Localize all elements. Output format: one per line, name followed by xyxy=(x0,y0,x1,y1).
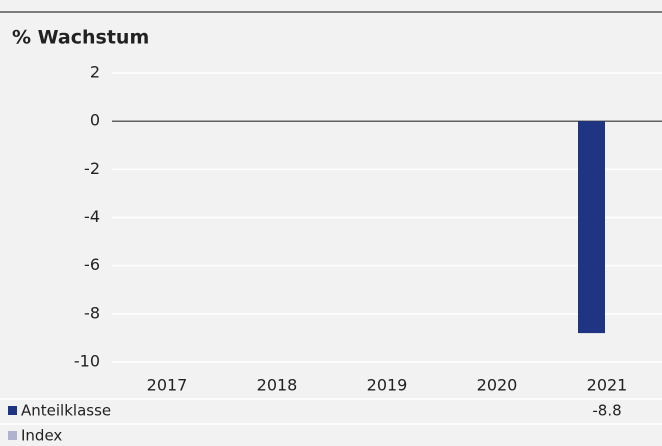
y-tick-label: -10 xyxy=(74,352,100,371)
x-tick-label: 2020 xyxy=(477,376,518,395)
bar xyxy=(578,121,605,334)
chart-title: % Wachstum xyxy=(12,27,149,49)
x-tick-label: 2021 xyxy=(587,376,628,395)
y-tick-label: 2 xyxy=(90,63,100,82)
y-tick-label: -6 xyxy=(84,255,100,274)
y-tick-label: -4 xyxy=(84,207,100,226)
y-tick-label: 0 xyxy=(90,111,100,130)
y-tick-label: -8 xyxy=(84,303,100,322)
y-tick-label: -2 xyxy=(84,159,100,178)
legend-label: Index xyxy=(21,427,62,445)
value-label: -8.8 xyxy=(592,402,621,420)
x-tick-label: 2019 xyxy=(367,376,408,395)
x-tick-label: 2018 xyxy=(257,376,298,395)
x-tick-label: 2017 xyxy=(147,376,188,395)
legend-label: Anteilklasse xyxy=(21,402,111,420)
legend-swatch xyxy=(8,406,17,415)
legend-swatch xyxy=(8,431,17,440)
